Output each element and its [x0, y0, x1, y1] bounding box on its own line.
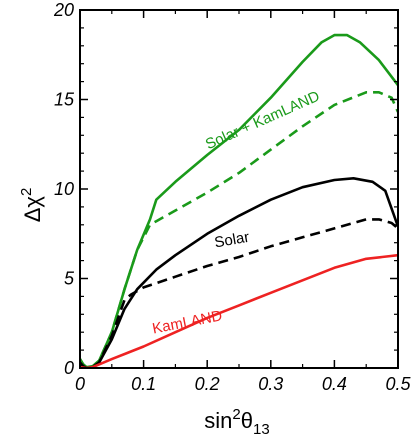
y-tick-label: 0 [64, 358, 74, 378]
y-axis-label: Δχ2 [18, 188, 45, 223]
plot-frame [79, 9, 399, 369]
y-tick-label: 5 [64, 269, 75, 289]
black-dashed-curve [80, 218, 398, 368]
curve-annotation: Solar + KamLAND [203, 88, 322, 154]
x-tick-label: 0.4 [322, 374, 347, 394]
axis-ticks [79, 9, 399, 369]
y-tick-label: 15 [54, 90, 75, 110]
x-axis-label: sin2θ13 [204, 406, 269, 438]
y-tick-label: 20 [53, 0, 74, 20]
red-solid-curve [80, 253, 398, 368]
x-tick-label: 0 [75, 374, 85, 394]
curve-annotation: KamLAND [151, 307, 224, 337]
green-solid-curve [80, 33, 398, 368]
y-tick-label: 10 [54, 179, 74, 199]
black-solid-curve [80, 177, 398, 368]
plot-area [80, 33, 398, 368]
x-tick-label: 0.3 [258, 374, 283, 394]
x-tick-label: 0.1 [131, 374, 156, 394]
annotations: Solar + KamLAND Solar KamLAND [151, 88, 323, 338]
x-tick-label: 0.5 [385, 374, 411, 394]
y-tick-labels: 0 5 10 15 20 [53, 0, 75, 378]
curve-annotation: Solar [213, 229, 250, 252]
x-tick-label: 0.2 [195, 374, 220, 394]
x-tick-labels: 0 0.1 0.2 0.3 0.4 0.5 [75, 374, 412, 394]
